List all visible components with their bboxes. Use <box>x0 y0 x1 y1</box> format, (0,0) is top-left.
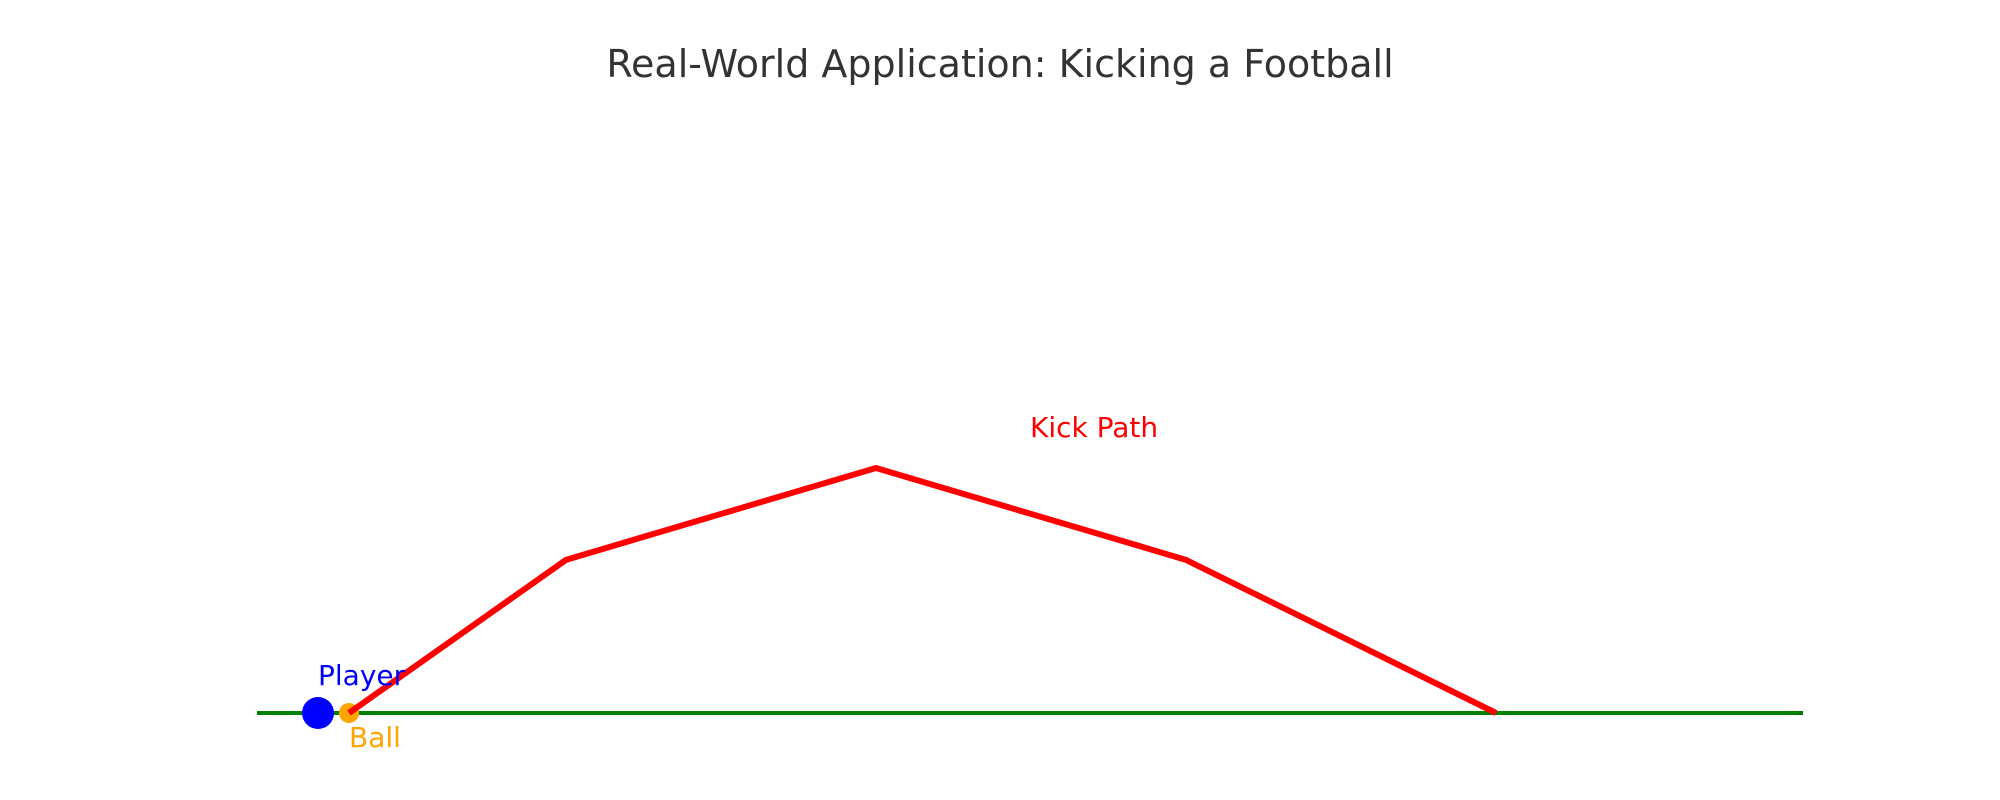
kick-path-line <box>347 464 1498 716</box>
player-label: Player <box>318 659 406 692</box>
player-marker <box>302 697 334 729</box>
diagram-title: Real-World Application: Kicking a Footba… <box>606 42 1393 86</box>
ball-label: Ball <box>349 721 401 754</box>
kick-path-label: Kick Path <box>1030 411 1158 444</box>
